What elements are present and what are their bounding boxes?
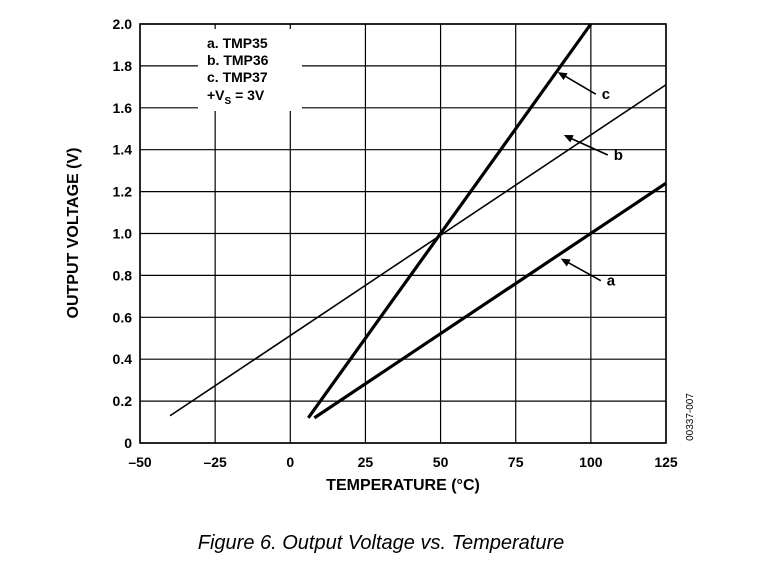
legend-supply-sub: S <box>225 96 232 107</box>
x-tick-label: 50 <box>433 454 449 470</box>
y-tick-label: 2.0 <box>113 16 133 32</box>
legend-supply: +VS = 3V <box>207 87 265 107</box>
legend: a. TMP35 b. TMP36 c. TMP37 +VS = 3V <box>198 29 302 111</box>
callout-arrowhead-b <box>563 135 574 143</box>
series-lines <box>169 23 667 420</box>
callout-line-b <box>567 136 609 156</box>
y-axis-title: OUTPUT VOLTAGE (V) <box>65 148 82 319</box>
legend-line-a: a. TMP35 <box>207 35 268 51</box>
y-tick-label: 1.0 <box>113 226 133 242</box>
x-tick-label: 100 <box>579 454 603 470</box>
y-tick-label: 0.2 <box>113 393 133 409</box>
series-line-b <box>169 84 667 417</box>
y-tick-label: 0 <box>124 435 132 451</box>
callout-line-a <box>564 259 602 282</box>
x-tick-label: 75 <box>508 454 524 470</box>
y-tick-label: 0.6 <box>113 309 133 325</box>
series-line-a <box>313 181 667 420</box>
x-tick-label: 0 <box>286 454 294 470</box>
callout-line-c <box>561 73 597 95</box>
y-tick-label: 1.8 <box>113 58 133 74</box>
x-tick-label: –50 <box>128 454 152 470</box>
callout-arrowhead-a <box>560 258 571 267</box>
legend-box <box>198 29 302 111</box>
y-tick-label: 1.6 <box>113 100 133 116</box>
y-tick-label: 1.2 <box>113 184 133 200</box>
y-tick-label: 0.8 <box>113 267 133 283</box>
plot-frame <box>139 23 667 444</box>
x-tick-label: 25 <box>358 454 374 470</box>
legend-line-b: b. TMP36 <box>207 52 269 68</box>
chart: –50 –25 0 25 50 75 100 125 0 0.2 0.4 0.6 0.8 1.0 1.2 1… <box>65 16 696 494</box>
series-callouts: a b c <box>557 72 623 290</box>
callout-label-c: c <box>602 86 610 103</box>
callout-label-b: b <box>614 147 623 164</box>
x-tick-label: –25 <box>203 454 227 470</box>
x-axis-title: TEMPERATURE (°C) <box>326 477 480 494</box>
series-line-c <box>307 23 593 419</box>
x-tick-labels: –50 –25 0 25 50 75 100 125 <box>128 454 678 470</box>
y-tick-label: 1.4 <box>113 142 133 158</box>
callout-label-a: a <box>607 273 616 290</box>
y-tick-label: 0.4 <box>113 351 133 367</box>
figure-caption: Figure 6. Output Voltage vs. Temperature <box>197 532 565 554</box>
callout-arrowhead-c <box>557 72 568 81</box>
legend-supply-suffix: = 3V <box>231 87 265 103</box>
y-tick-labels: 0 0.2 0.4 0.6 0.8 1.0 1.2 1.4 1.6 1.8 2.0 <box>113 16 133 451</box>
document-id: 00337-007 <box>685 393 696 441</box>
legend-line-c: c. TMP37 <box>207 69 268 85</box>
grid <box>139 23 667 444</box>
legend-supply-prefix: +V <box>207 87 225 103</box>
x-tick-label: 125 <box>654 454 678 470</box>
